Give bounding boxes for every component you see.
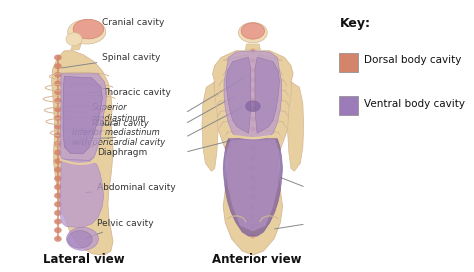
Text: Diaphragm: Diaphragm	[90, 148, 147, 159]
Ellipse shape	[250, 234, 255, 239]
Ellipse shape	[54, 123, 62, 129]
FancyBboxPatch shape	[339, 96, 358, 115]
Ellipse shape	[54, 132, 62, 138]
Ellipse shape	[54, 184, 62, 190]
Ellipse shape	[238, 23, 267, 43]
Ellipse shape	[250, 97, 255, 102]
Ellipse shape	[54, 219, 62, 225]
Text: Dorsal body cavity: Dorsal body cavity	[365, 55, 462, 65]
Text: Abdominal cavity: Abdominal cavity	[86, 183, 176, 193]
Ellipse shape	[54, 141, 62, 147]
Ellipse shape	[54, 106, 62, 112]
Polygon shape	[255, 57, 280, 133]
Ellipse shape	[54, 81, 62, 86]
Ellipse shape	[54, 150, 62, 156]
Ellipse shape	[68, 231, 92, 248]
Polygon shape	[226, 139, 280, 231]
Ellipse shape	[54, 158, 62, 164]
Ellipse shape	[54, 227, 62, 233]
Ellipse shape	[250, 146, 255, 151]
Text: Lateral view: Lateral view	[43, 253, 124, 266]
Ellipse shape	[250, 205, 255, 209]
Ellipse shape	[54, 167, 62, 173]
Polygon shape	[71, 44, 81, 50]
Ellipse shape	[54, 175, 62, 181]
Polygon shape	[223, 139, 283, 236]
Ellipse shape	[54, 98, 62, 104]
Ellipse shape	[54, 193, 62, 199]
Polygon shape	[60, 159, 104, 227]
Ellipse shape	[68, 20, 106, 44]
Ellipse shape	[73, 19, 104, 39]
Ellipse shape	[54, 55, 62, 60]
Polygon shape	[52, 51, 113, 255]
Ellipse shape	[250, 107, 255, 112]
Ellipse shape	[250, 126, 255, 131]
Polygon shape	[63, 76, 102, 154]
Text: Cranial cavity: Cranial cavity	[91, 18, 165, 29]
Text: Thoracic cavity: Thoracic cavity	[91, 88, 171, 97]
Text: Spinal cavity: Spinal cavity	[62, 53, 161, 68]
Ellipse shape	[66, 33, 82, 46]
Ellipse shape	[250, 136, 255, 141]
Ellipse shape	[54, 210, 62, 216]
Polygon shape	[212, 51, 293, 255]
Polygon shape	[224, 51, 282, 141]
Polygon shape	[202, 82, 218, 171]
Ellipse shape	[250, 214, 255, 219]
Ellipse shape	[250, 195, 255, 200]
Ellipse shape	[54, 89, 62, 95]
Text: Superior
mediastinum: Superior mediastinum	[85, 103, 146, 123]
Ellipse shape	[250, 87, 255, 92]
Ellipse shape	[54, 63, 62, 69]
Ellipse shape	[250, 58, 255, 63]
Polygon shape	[226, 57, 251, 133]
Ellipse shape	[241, 23, 264, 39]
Text: Inferior mediastinum
with pericardial cavity: Inferior mediastinum with pericardial ca…	[72, 128, 165, 147]
Ellipse shape	[246, 101, 260, 112]
Polygon shape	[288, 82, 304, 171]
Ellipse shape	[250, 68, 255, 73]
Ellipse shape	[250, 48, 255, 53]
Polygon shape	[60, 74, 107, 161]
Ellipse shape	[54, 236, 62, 242]
Ellipse shape	[250, 165, 255, 170]
Text: Key:: Key:	[340, 17, 371, 30]
Text: Pleural cavity: Pleural cavity	[92, 119, 148, 128]
Ellipse shape	[250, 185, 255, 190]
Polygon shape	[245, 44, 261, 50]
Text: Pelvic cavity: Pelvic cavity	[85, 220, 154, 239]
Ellipse shape	[54, 201, 62, 207]
Text: Anterior view: Anterior view	[212, 253, 302, 266]
Ellipse shape	[250, 78, 255, 82]
Ellipse shape	[250, 156, 255, 160]
Ellipse shape	[54, 115, 62, 121]
Ellipse shape	[54, 72, 62, 78]
Ellipse shape	[250, 117, 255, 122]
FancyBboxPatch shape	[339, 53, 358, 72]
Ellipse shape	[66, 227, 99, 250]
Text: Ventral body cavity: Ventral body cavity	[365, 98, 465, 109]
Ellipse shape	[250, 175, 255, 180]
Ellipse shape	[250, 224, 255, 229]
